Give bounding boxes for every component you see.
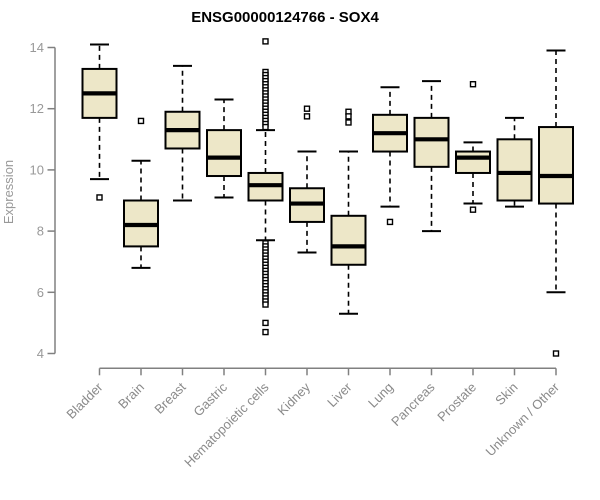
x-tick-label-bladder: Bladder [63,379,106,422]
x-tick-label-unknown-other: Unknown / Other [483,379,563,459]
iqr-box [206,129,242,178]
boxplot-bladder [81,43,118,201]
x-tick-label-kidney: Kidney [274,379,313,418]
outlier-point [469,81,477,88]
outlier-point [262,38,269,45]
outlier-point [137,117,145,125]
outlier-point [469,206,477,213]
boxplot-prostate [455,81,491,213]
boxplot-liver [330,108,367,315]
x-tick-label-liver: Liver [324,379,355,410]
outlier-point [303,113,311,120]
outlier-point [386,218,394,226]
iqr-box [496,138,533,202]
boxplot-series [81,38,574,357]
boxplot-pancreas [413,80,450,233]
boxplot-gastric [206,98,242,199]
iqr-box [538,126,574,205]
outlier-point [303,105,311,112]
outlier-point [262,328,269,336]
y-tick-label: 6 [37,285,44,300]
outlier-point [552,350,560,357]
chart-title: ENSG00000124766 - SOX4 [191,9,379,26]
outlier-point [262,319,269,327]
x-tick-label-brain: Brain [115,380,147,412]
outlier-point [262,301,269,308]
boxplot-breast [164,64,201,202]
x-tick-label-lung: Lung [365,380,396,411]
x-tick-label-pancreas: Pancreas [388,379,438,429]
y-tick-label: 14 [30,40,44,55]
boxplot-kidney [289,105,325,254]
x-tick-label-skin: Skin [492,380,520,408]
boxplot-skin [496,116,533,208]
iqr-box [413,116,450,168]
y-tick-label: 10 [30,162,44,177]
y-tick-label: 8 [37,224,44,239]
y-axis-title: Expression [1,160,16,224]
y-tick-label: 12 [30,101,44,116]
outlier-point [345,119,352,126]
outlier-point [96,194,103,201]
boxplot-lung [372,86,408,226]
outlier-point [345,113,352,120]
x-tick-label-breast: Breast [151,379,188,416]
boxplot-hematopoietic-cells [247,38,284,336]
x-tick-label-prostate: Prostate [434,380,479,425]
boxplot-unknown-other [538,49,574,357]
iqr-box [455,150,491,174]
y-tick-label: 4 [37,346,44,361]
boxplot-brain [123,117,159,269]
x-tick-label-gastric: Gastric [190,379,230,419]
outlier-point [262,123,269,131]
y-axis: 4 6 8 10 12 14 [30,40,56,361]
iqr-box [330,214,367,266]
